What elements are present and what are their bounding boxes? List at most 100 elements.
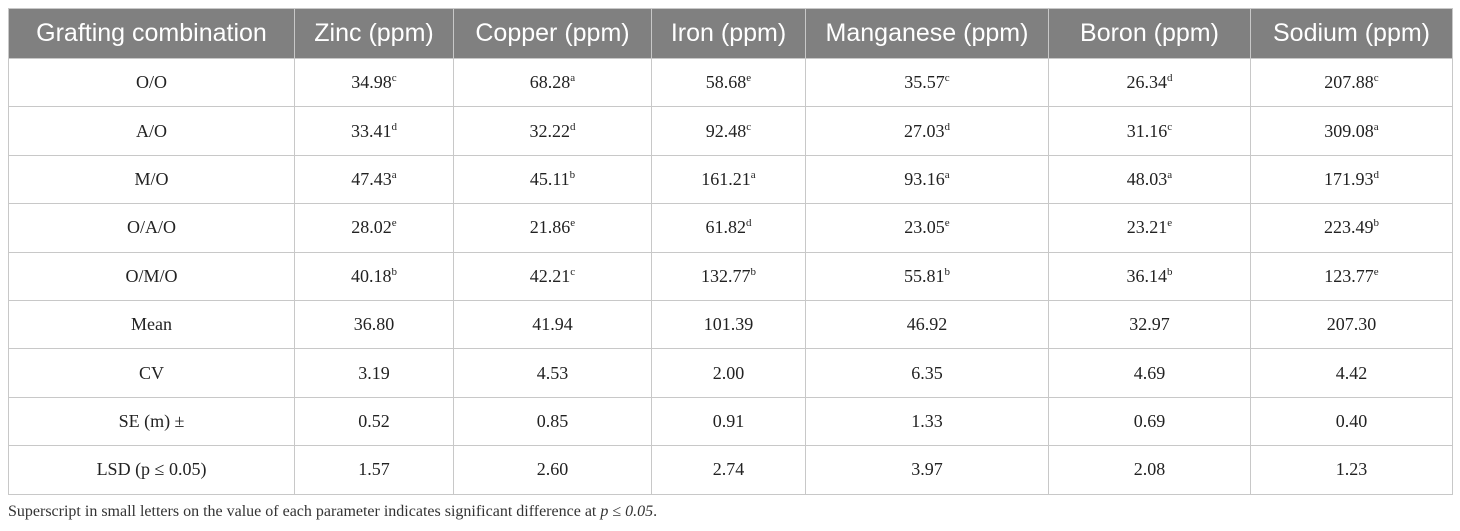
table-cell: 35.57c [805,57,1049,108]
header-cell: Sodium (ppm) [1250,8,1453,59]
row-label: CV [8,348,295,398]
cell-value: 35.57 [904,72,945,93]
cell-superscript: e [1167,217,1173,230]
cell-superscript: c [746,120,752,133]
table-row: A/O 33.41d 32.22d 92.48c 27.03d 31.16c 309.08a [8,106,1453,156]
table-cell: 0.85 [453,396,652,447]
table-cell: 34.98c [294,57,454,108]
row-label: SE (m) ± [8,396,295,447]
cell-superscript: c [570,265,576,278]
cell-superscript: d [1373,168,1380,181]
table-row: CV 3.19 4.53 2.00 6.35 4.69 4.42 [8,348,1453,398]
cell-value: 161.21 [701,168,751,189]
table-cell: 207.30 [1250,299,1453,350]
cell-superscript: c [391,72,397,85]
cell-value: 27.03 [904,120,945,141]
cell-superscript: d [391,120,398,133]
table-cell: 41.94 [453,299,652,350]
cell-superscript: c [1373,72,1379,85]
header-cell: Boron (ppm) [1048,8,1251,59]
table-cell: 68.28a [453,57,652,108]
row-label: O/O [8,57,295,108]
cell-value: 93.16 [904,168,945,189]
cell-superscript: e [1373,265,1379,278]
table-row: O/O 34.98c 68.28a 58.68e 35.57c 26.34d 207.88c [8,57,1453,108]
table-cell: 101.39 [651,299,806,350]
table-cell: 161.21a [651,154,806,205]
row-label: A/O [8,106,295,156]
table-cell: 2.74 [651,445,806,495]
cell-value: 309.08 [1324,120,1374,141]
row-label: O/A/O [8,203,295,253]
cell-value: 223.49 [1324,217,1374,238]
header-cell: Manganese (ppm) [805,8,1049,59]
table-cell: 93.16a [805,154,1049,205]
cell-value: 55.81 [904,265,945,286]
table-cell: 42.21c [453,251,652,301]
table-row: M/O 47.43a 45.11b 161.21a 93.16a 48.03a 171.93… [8,154,1453,205]
table-cell: 6.35 [805,348,1049,398]
table-cell: 2.60 [453,445,652,495]
table-cell: 36.80 [294,299,454,350]
row-label: LSD (p ≤ 0.05) [8,445,295,495]
cell-value: 23.05 [904,217,945,238]
table-row: O/A/O 28.02e 21.86e 61.82d 23.05e 23.21e 223.4… [8,203,1453,253]
table-cell: 309.08a [1250,106,1453,156]
cell-value: 34.98 [351,72,392,93]
table-cell: 4.42 [1250,348,1453,398]
header-cell: Zinc (ppm) [294,8,454,59]
table-body: O/O 34.98c 68.28a 58.68e 35.57c 26.34d 207.88c… [8,57,1453,495]
table-cell: 47.43a [294,154,454,205]
cell-superscript: d [570,120,576,133]
cell-superscript: b [750,265,757,278]
cell-superscript: b [1167,265,1173,278]
header-cell: Iron (ppm) [651,8,806,59]
cell-superscript: a [1167,168,1173,181]
cell-value: 40.18 [351,265,392,286]
cell-superscript: d [1167,72,1173,85]
table-cell: 92.48c [651,106,806,156]
row-label: M/O [8,154,295,205]
cell-superscript: c [944,72,950,85]
cell-superscript: c [1167,120,1173,133]
cell-superscript: b [1373,217,1380,230]
table-cell: 40.18b [294,251,454,301]
footnote-italic: p ≤ 0.05 [600,503,654,520]
table-row: Mean 36.80 41.94 101.39 46.92 32.97 207.30 [8,299,1453,350]
cell-superscript: d [746,217,752,230]
cell-value: 132.77 [701,265,751,286]
cell-value: 42.21 [529,265,571,286]
cell-value: 45.11 [529,168,570,189]
row-label: O/M/O [8,251,295,301]
cell-value: 21.86 [529,217,571,238]
cell-value: 61.82 [705,217,747,238]
footnote-text: Superscript in small letters on the valu… [8,503,601,520]
header-row: Grafting combination Zinc (ppm) Copper (pp… [8,8,1453,59]
cell-value: 48.03 [1126,168,1168,189]
table-cell: 132.77b [651,251,806,301]
cell-value: 31.16 [1126,120,1168,141]
cell-value: 47.43 [351,168,392,189]
table-cell: 48.03a [1048,154,1251,205]
cell-superscript: a [391,168,397,181]
table-cell: 223.49b [1250,203,1453,253]
footnote-end: . [653,503,658,520]
table-row: LSD (p ≤ 0.05) 1.57 2.60 2.74 3.97 2.08 1.23 [8,445,1453,495]
table-cell: 2.08 [1048,445,1251,495]
table-row: SE (m) ±0.52 0.85 0.91 1.33 0.69 0.40 [8,396,1453,447]
table-cell: 1.33 [805,396,1049,447]
cell-superscript: a [944,168,950,181]
header-cell: Copper (ppm) [453,8,652,59]
cell-value: 171.93 [1324,168,1374,189]
data-table: Grafting combination Zinc (ppm) Copper (pp… [8,8,1453,495]
table-cell: 123.77e [1250,251,1453,301]
row-label: Mean [8,299,295,350]
cell-value: 58.68 [705,72,747,93]
cell-value: 92.48 [705,120,747,141]
cell-value: 28.02 [351,217,392,238]
cell-value: 32.22 [529,120,571,141]
cell-superscript: b [944,265,951,278]
table-cell: 171.93d [1250,154,1453,205]
table-cell: 55.81b [805,251,1049,301]
cell-superscript: b [391,265,398,278]
